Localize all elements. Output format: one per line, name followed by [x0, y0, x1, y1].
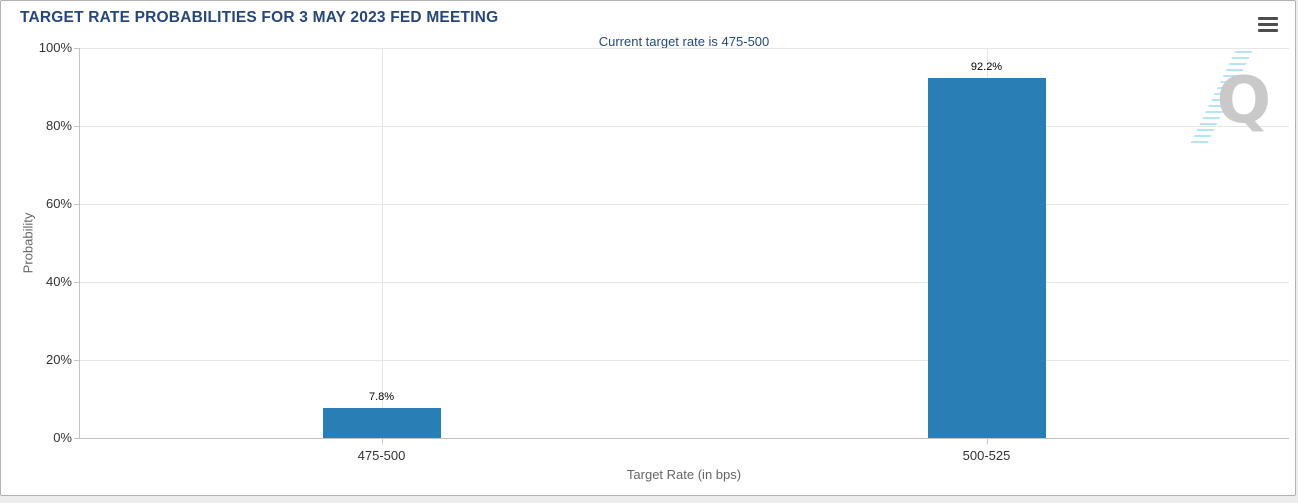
- x-tick: [381, 438, 383, 444]
- chart-menu-button[interactable]: [1258, 17, 1278, 32]
- y-gridline: [79, 48, 1289, 49]
- y-axis-title: Probability: [20, 212, 36, 274]
- q-logo-icon: Q: [1216, 64, 1271, 138]
- chart-subtitle: Current target rate is 475-500: [598, 34, 770, 49]
- x-tick-label: 475-500: [357, 448, 406, 463]
- x-tick-label: 500-525: [962, 448, 1011, 463]
- x-gridline: [381, 48, 383, 438]
- hamburger-icon: [1258, 17, 1278, 20]
- chart-title: TARGET RATE PROBABILITIES FOR 3 MAY 2023…: [20, 9, 499, 26]
- y-gridline: [79, 204, 1289, 205]
- y-tick-label: 80%: [45, 118, 72, 133]
- x-axis-line: [79, 438, 1289, 439]
- plot-area: 0% 20% 40% 60% 80% 100% 7.8% 475-500 92.2% 500-52…: [1, 1, 1295, 495]
- y-tick-label: 100%: [38, 40, 72, 55]
- y-gridline: [79, 360, 1289, 361]
- y-tick: [74, 282, 79, 283]
- y-tick-label: 20%: [45, 352, 72, 367]
- x-axis-title: Target Rate (in bps): [626, 467, 742, 482]
- bar-value-label: 92.2%: [970, 61, 1003, 74]
- y-tick: [74, 204, 79, 205]
- y-tick: [74, 438, 79, 439]
- y-gridline: [79, 282, 1289, 283]
- y-tick-label: 60%: [45, 196, 72, 211]
- x-tick: [986, 438, 988, 444]
- y-tick-label: 40%: [45, 274, 72, 289]
- bar-500-525[interactable]: [927, 78, 1046, 438]
- quikstrike-watermark: Q: [1190, 51, 1271, 143]
- hamburger-icon: [1258, 23, 1278, 26]
- y-tick-label: 0%: [53, 430, 72, 445]
- bar-value-label: 7.8%: [368, 390, 395, 403]
- y-tick: [74, 126, 79, 127]
- y-axis-line: [79, 48, 80, 438]
- y-tick: [74, 48, 79, 49]
- bar-475-500[interactable]: [322, 407, 441, 438]
- y-tick: [74, 360, 79, 361]
- hamburger-icon: [1258, 29, 1278, 32]
- y-gridline: [79, 126, 1289, 127]
